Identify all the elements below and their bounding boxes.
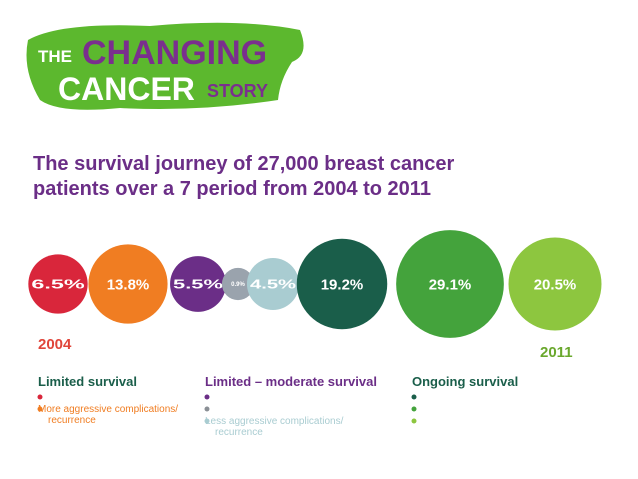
bubble-label: 6.5% (31, 277, 85, 292)
logo-blob (26, 22, 304, 110)
legend-bullet (411, 418, 417, 424)
logo-story: STORY (207, 81, 268, 101)
logo-the: THE (38, 47, 72, 66)
bubble-label: 0.9% (231, 282, 245, 288)
title-line: The survival journey of 27,000 breast ca… (33, 153, 455, 175)
legend-item-line: recurrence (215, 427, 263, 438)
legend-title: Limited – moderate survival (205, 374, 377, 389)
legend-bullet (411, 394, 417, 400)
bubble-label: 5.5% (173, 277, 224, 292)
year-start: 2004 (38, 336, 72, 353)
legend-title: Limited survival (38, 374, 137, 389)
title-line: patients over a 7 period from 2004 to 20… (33, 178, 431, 200)
bubbles: 6.5% 13.8% 5.5% 0.9% 4.5% 19.2% 29.1% 20.5% (28, 230, 602, 338)
bubble-label: 13.8% (107, 276, 150, 293)
bubble (508, 237, 602, 331)
bubble-label: 29.1% (429, 276, 472, 293)
year-end: 2011 (540, 344, 573, 361)
bubble (296, 238, 388, 330)
legend-item-line: Less aggressive complications/ (205, 416, 344, 427)
bubble-label: 19.2% (321, 276, 364, 293)
bubble-label: 4.5% (250, 277, 297, 292)
bubble (170, 256, 226, 312)
legend-item-line: recurrence (48, 415, 96, 426)
legend-bullet (37, 406, 43, 412)
bubble-label: 20.5% (534, 276, 577, 293)
bubble (396, 230, 504, 338)
legend-bullet (37, 394, 43, 400)
legend: Limited survival More aggressive complica… (37, 374, 518, 438)
bubble (28, 254, 88, 314)
bubble (246, 257, 300, 311)
legend-item: Less aggressive complications/recurrence (205, 416, 344, 438)
logo-cancer: CANCER (58, 71, 195, 107)
legend-item: More aggressive complications/recurrence (38, 404, 178, 426)
legend-bullet (204, 406, 210, 412)
legend-title: Ongoing survival (412, 374, 518, 389)
bubble (88, 244, 168, 324)
legend-item-line: More aggressive complications/ (38, 404, 178, 415)
legend-bullet (411, 406, 417, 412)
legend-bullet (204, 394, 210, 400)
bubble (221, 267, 255, 301)
logo-changing: CHANGING (82, 34, 267, 72)
legend-bullet (204, 418, 210, 424)
